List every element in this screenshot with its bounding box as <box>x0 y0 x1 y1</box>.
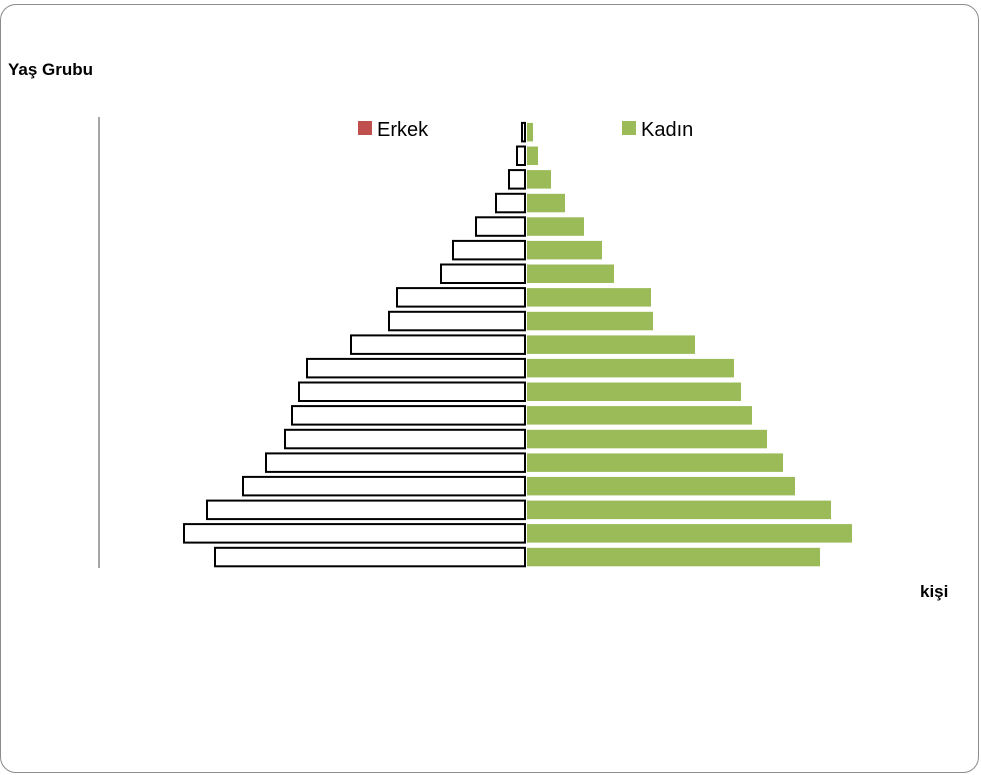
bar-kadin-8 <box>527 382 741 401</box>
bar-kadin-4 <box>527 476 795 496</box>
legend: Erkek Kadın <box>358 119 693 141</box>
legend-label-erkek: Erkek <box>377 119 429 141</box>
bar-erkek-1 <box>214 546 526 568</box>
bar-erkek-12 <box>396 287 526 308</box>
bar-erkek-13 <box>440 263 526 284</box>
x-axis-title: kişi <box>920 582 949 601</box>
bar-erkek-2 <box>183 523 526 544</box>
y-axis-title: Yaş Grubu <box>8 60 94 79</box>
bar-kadin-7 <box>527 406 752 425</box>
chart-frame <box>0 4 979 773</box>
bar-kadin-6 <box>527 429 767 449</box>
legend-swatch-kadin <box>622 121 636 135</box>
bar-kadin-3 <box>527 500 831 520</box>
bar-erkek-11 <box>388 310 526 332</box>
legend-label-kadin: Kadın <box>641 119 693 141</box>
bar-kadin-13 <box>527 264 614 283</box>
bar-erkek-10 <box>350 334 526 355</box>
bar-erkek-4 <box>242 475 526 497</box>
bar-erkek-15 <box>475 216 526 237</box>
bar-kadin-5 <box>527 453 783 472</box>
bar-erkek-6 <box>284 428 526 450</box>
bar-erkek-17 <box>508 169 526 190</box>
bar-kadin-9 <box>527 358 734 378</box>
legend-swatch-erkek <box>358 121 372 135</box>
bar-kadin-15 <box>527 217 584 236</box>
bar-kadin-19 <box>527 122 533 142</box>
bar-erkek-14 <box>452 239 526 261</box>
bar-erkek-18 <box>516 145 526 166</box>
bar-erkek-8 <box>298 381 526 402</box>
bar-kadin-11 <box>527 311 653 331</box>
bar-erkek-19 <box>521 121 526 143</box>
bar-kadin-12 <box>527 288 651 307</box>
bar-erkek-16 <box>495 192 526 214</box>
kadin-bars <box>527 122 852 567</box>
bar-kadin-1 <box>527 547 820 567</box>
bar-kadin-17 <box>527 170 551 189</box>
bar-kadin-16 <box>527 193 565 213</box>
bar-erkek-7 <box>291 405 526 426</box>
bar-kadin-10 <box>527 335 695 354</box>
bar-erkek-3 <box>206 499 526 521</box>
bar-kadin-2 <box>527 524 852 543</box>
erkek-bars <box>183 121 526 568</box>
bar-erkek-5 <box>265 452 526 473</box>
bar-kadin-18 <box>527 146 538 165</box>
bar-erkek-9 <box>306 357 526 379</box>
bar-kadin-14 <box>527 240 602 260</box>
